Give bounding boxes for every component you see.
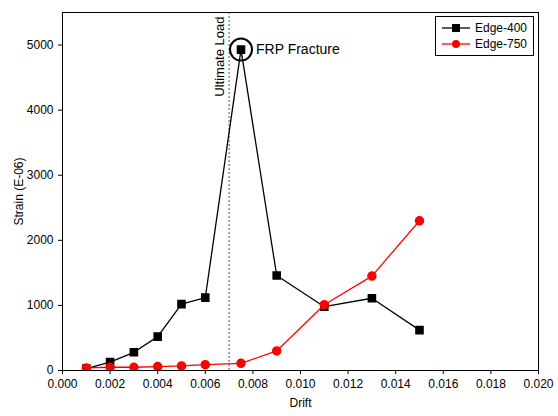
- svg-text:1000: 1000: [27, 298, 54, 312]
- svg-text:0.006: 0.006: [190, 377, 220, 391]
- svg-text:0.014: 0.014: [381, 377, 411, 391]
- html-text:Edge-750: Edge-750: [475, 37, 527, 51]
- svg-text:0: 0: [47, 363, 54, 377]
- svg-text:4000: 4000: [27, 103, 54, 117]
- svg-text:Strain (E-06): Strain (E-06): [12, 157, 26, 225]
- svg-text:0.000: 0.000: [47, 377, 77, 391]
- svg-text:FRP Fracture: FRP Fracture: [256, 41, 340, 57]
- svg-text:0.002: 0.002: [95, 377, 125, 391]
- svg-text:Drift: Drift: [290, 396, 313, 410]
- svg-text:0.004: 0.004: [143, 377, 173, 391]
- html-text:Edge-400: Edge-400: [475, 21, 527, 35]
- svg-text:2000: 2000: [27, 233, 54, 247]
- svg-text:3000: 3000: [27, 168, 54, 182]
- svg-text:5000: 5000: [27, 38, 54, 52]
- svg-text:0.018: 0.018: [476, 377, 506, 391]
- svg-text:0.010: 0.010: [285, 377, 315, 391]
- svg-text:Ultimate Load: Ultimate Load: [212, 17, 227, 97]
- svg-text:0.008: 0.008: [238, 377, 268, 391]
- svg-text:0.020: 0.020: [523, 377, 553, 391]
- svg-text:0.016: 0.016: [428, 377, 458, 391]
- svg-text:0.012: 0.012: [333, 377, 363, 391]
